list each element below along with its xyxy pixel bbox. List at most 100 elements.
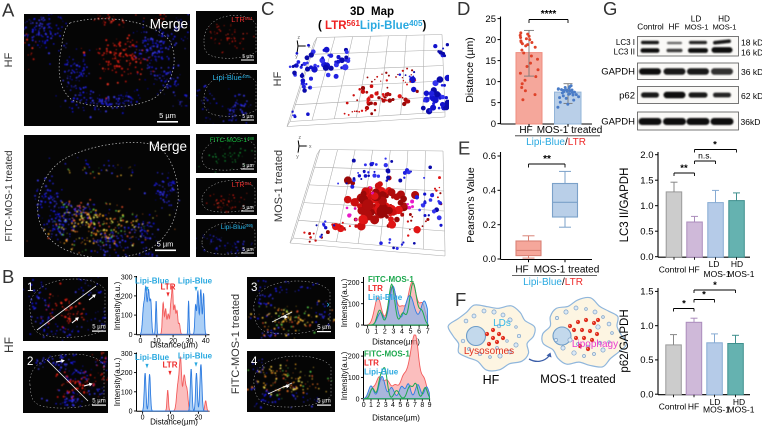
svg-text:LD: LD: [709, 259, 720, 269]
svg-text:1.5: 1.5: [640, 287, 653, 298]
svg-text:B: B: [2, 266, 14, 287]
svg-text:300: 300: [121, 351, 133, 358]
svg-text:HD: HD: [731, 259, 743, 269]
svg-text:MOS-1: MOS-1: [703, 405, 730, 415]
svg-text:›: ›: [327, 299, 330, 309]
svg-text:Lipi-Blue: Lipi-Blue: [364, 368, 399, 377]
svg-text:( LTR561Lipi-Blue405): ( LTR561Lipi-Blue405): [318, 19, 426, 32]
svg-text:3: 3: [391, 328, 395, 335]
svg-text:Intensity(a.u.): Intensity(a.u.): [113, 357, 122, 406]
svg-text:LD: LD: [691, 15, 702, 24]
svg-text:0.5: 0.5: [640, 226, 653, 237]
svg-text:Lipi-Blue: Lipi-Blue: [368, 293, 403, 302]
svg-text:Distance (µm): Distance (µm): [464, 37, 476, 103]
svg-text:Lipi-Blue: Lipi-Blue: [135, 277, 170, 286]
svg-text:Distance(µm): Distance(µm): [372, 338, 420, 347]
svg-text:6: 6: [406, 402, 410, 409]
svg-text:MOS-1: MOS-1: [684, 23, 708, 32]
svg-text:5 µm: 5 µm: [157, 240, 174, 249]
svg-text:5 µm: 5 µm: [242, 163, 253, 169]
svg-text:2.0: 2.0: [640, 150, 653, 161]
svg-text:0: 0: [129, 332, 133, 339]
svg-text:MOS-1 treated: MOS-1 treated: [273, 150, 285, 222]
svg-text:16 kD: 16 kD: [741, 48, 762, 58]
svg-text:MOS-1: MOS-1: [728, 405, 755, 415]
svg-text:Distance(µm): Distance(µm): [150, 341, 198, 350]
svg-text:0.0: 0.0: [483, 254, 496, 265]
svg-text:HF: HF: [272, 71, 284, 86]
svg-text:1.0: 1.0: [640, 321, 653, 332]
svg-text:0.4: 0.4: [483, 186, 496, 197]
svg-text:LC3 II: LC3 II: [614, 48, 635, 57]
svg-text:5 µm: 5 µm: [242, 205, 253, 211]
svg-text:LDs: LDs: [493, 318, 511, 329]
svg-text:HF: HF: [688, 402, 699, 412]
svg-text:Lipi-Blue/LTR: Lipi-Blue/LTR: [526, 137, 586, 148]
svg-text:LC3 I: LC3 I: [616, 38, 635, 47]
svg-text:25: 25: [485, 14, 496, 25]
svg-text:2: 2: [376, 402, 380, 409]
svg-text:62 kD: 62 kD: [741, 91, 762, 101]
svg-text:100: 100: [348, 301, 360, 308]
svg-text:1.0: 1.0: [640, 201, 653, 212]
svg-text:2: 2: [383, 328, 387, 335]
svg-text:*: *: [682, 299, 686, 310]
svg-text:Lipophagy: Lipophagy: [572, 339, 618, 350]
svg-text:FITC-MOS-1 treated: FITC-MOS-1 treated: [230, 294, 242, 394]
svg-text:200: 200: [348, 354, 360, 361]
svg-text:LTR: LTR: [368, 284, 383, 293]
svg-text:36kD: 36kD: [741, 117, 761, 127]
svg-text:HF: HF: [515, 265, 528, 276]
svg-text:7: 7: [413, 402, 417, 409]
svg-text:1: 1: [369, 402, 373, 409]
svg-text:x: x: [308, 44, 311, 50]
svg-text:10: 10: [153, 338, 161, 345]
svg-text:**: **: [543, 154, 551, 165]
svg-text:Intensity(a.u.): Intensity(a.u.): [113, 281, 122, 330]
svg-text:LTR: LTR: [163, 361, 178, 370]
svg-text:z: z: [298, 35, 301, 41]
svg-text:3: 3: [251, 282, 257, 294]
svg-text:Intensity(a.u.): Intensity(a.u.): [340, 278, 349, 327]
svg-text:Merge: Merge: [150, 17, 188, 32]
svg-text:200: 200: [121, 370, 133, 377]
svg-text:5: 5: [398, 402, 402, 409]
svg-text:5 µm: 5 µm: [317, 399, 330, 405]
svg-text:G: G: [603, 0, 617, 19]
svg-text:10: 10: [167, 414, 175, 421]
svg-text:HF: HF: [3, 52, 15, 67]
svg-text:1: 1: [27, 282, 33, 294]
svg-text:7: 7: [426, 328, 430, 335]
svg-text:Control: Control: [659, 402, 687, 412]
svg-text:9: 9: [428, 402, 432, 409]
svg-text:GAPDH: GAPDH: [601, 67, 635, 78]
svg-text:4: 4: [251, 356, 258, 368]
svg-text:MOS-1: MOS-1: [728, 269, 755, 279]
svg-text:Lipi-Blue/LTR: Lipi-Blue/LTR: [523, 277, 583, 288]
svg-text:20: 20: [485, 35, 496, 46]
svg-text:Merge: Merge: [149, 139, 187, 154]
svg-text:100: 100: [121, 389, 133, 396]
svg-text:FITC-MOS-1: FITC-MOS-1: [364, 350, 410, 359]
svg-text:0: 0: [141, 414, 145, 421]
svg-text:LTR: LTR: [161, 283, 176, 292]
svg-text:Lipi-Blue405: Lipi-Blue405: [213, 73, 251, 82]
svg-text:1: 1: [374, 328, 378, 335]
svg-text:FITC-MOS-1: FITC-MOS-1: [368, 275, 414, 284]
svg-text:x: x: [309, 144, 312, 150]
svg-text:Lipi-Blue: Lipi-Blue: [178, 352, 213, 361]
svg-text:5 µm: 5 µm: [92, 399, 105, 405]
svg-text:0: 0: [491, 119, 496, 130]
svg-text:*: *: [713, 280, 717, 291]
svg-text:HF: HF: [483, 373, 500, 387]
svg-text:y: y: [295, 54, 298, 60]
svg-text:5 µm: 5 µm: [242, 54, 253, 60]
svg-text:C: C: [261, 0, 274, 19]
svg-text:0.6: 0.6: [483, 151, 496, 162]
svg-text:Distance(µm): Distance(µm): [372, 414, 420, 423]
svg-text:E: E: [458, 138, 470, 159]
svg-text:*: *: [702, 290, 706, 301]
svg-text:y: y: [296, 154, 299, 160]
svg-text:5 µm: 5 µm: [159, 111, 176, 120]
svg-text:Control: Control: [659, 265, 687, 275]
